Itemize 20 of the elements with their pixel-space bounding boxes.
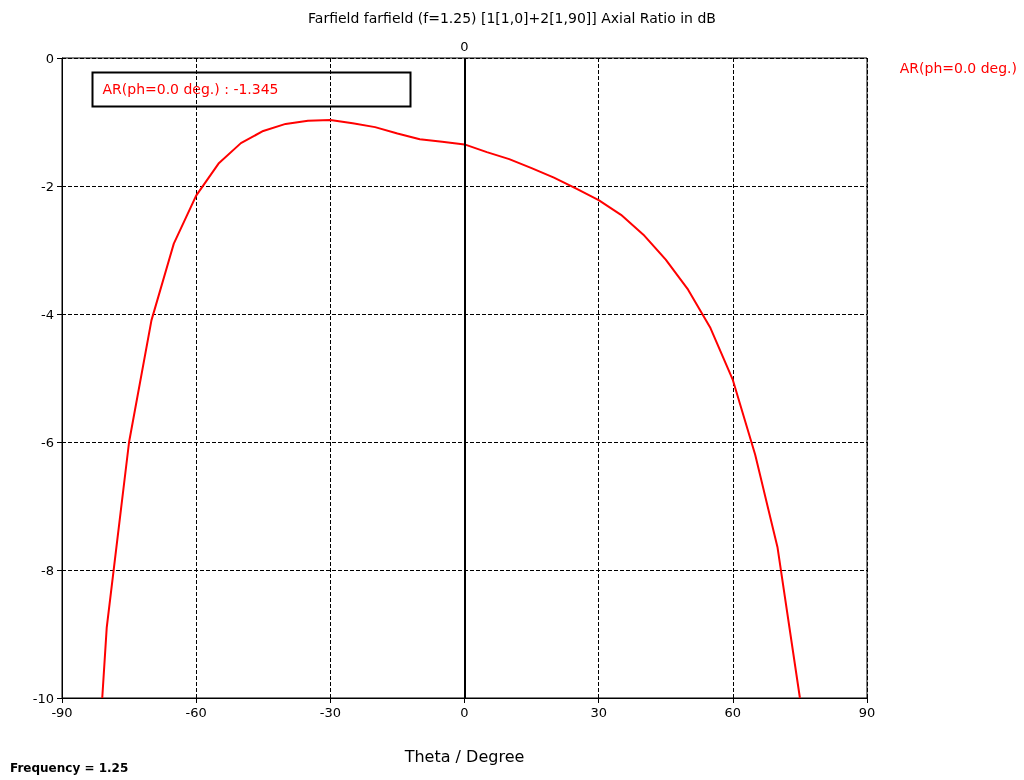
x-tick-label: 60: [724, 705, 742, 720]
ref-line-label: 0: [460, 39, 469, 54]
chart-title: Farfield farfield (f=1.25) [1[1,0]+2[1,90]] Axial Ratio in dB: [308, 10, 716, 26]
y-tick-label: -8: [41, 562, 54, 578]
text: Frequency = 1.25: [10, 761, 129, 775]
x-tick-label: -60: [185, 705, 207, 720]
y-tick-label: -10: [32, 690, 54, 706]
line-series: [101, 119, 801, 699]
annotation: AR(ph=0.0 deg.) : -1.345: [102, 80, 279, 97]
y-tick-label: -6: [41, 434, 54, 450]
x-tick-label: -90: [51, 705, 73, 720]
x-axis-title: Theta / Degree: [403, 746, 525, 766]
text: AR(ph=0.0 deg.): [899, 60, 1018, 76]
x-tick-label: 30: [590, 705, 607, 720]
y-tick-label: -4: [41, 306, 54, 322]
y-tick-label: -2: [41, 178, 54, 194]
x-tick-label: -30: [319, 705, 341, 720]
x-tick-label: 90: [858, 705, 876, 720]
x-tick-label: 0: [460, 705, 469, 720]
y-tick-label: 0: [45, 50, 54, 66]
